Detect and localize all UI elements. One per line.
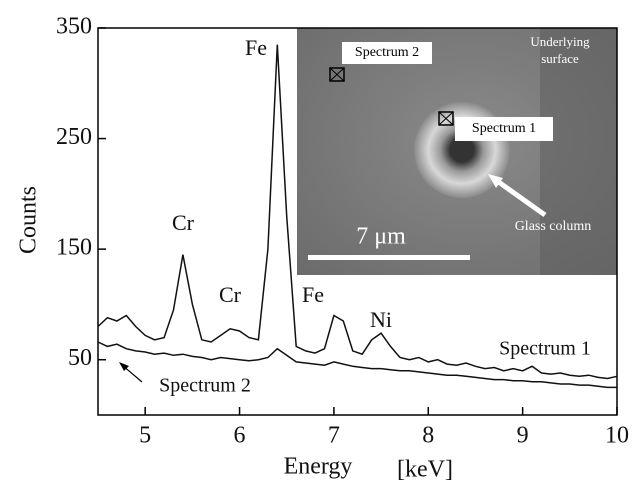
y-tick-label: 350 — [56, 14, 92, 40]
x-tick-label: 9 — [517, 423, 529, 449]
y-tick-label: 250 — [56, 124, 92, 150]
plot-frame — [97, 27, 618, 416]
inset-label: 7 μm — [356, 224, 406, 250]
arrow-head — [488, 174, 503, 188]
marker-cross — [329, 67, 345, 82]
peak-label: Cr — [219, 282, 242, 307]
label-box — [455, 117, 553, 141]
x-tick-label: 6 — [234, 423, 246, 449]
y-tick-label: 50 — [68, 345, 92, 371]
series-label: Spectrum 1 — [499, 338, 591, 360]
x-tick-label: 10 — [605, 423, 629, 449]
x-axis-label: Energy — [284, 454, 353, 480]
label-box — [342, 42, 432, 64]
inset-label: Underlying — [530, 34, 590, 49]
peak-label: Fe — [302, 282, 324, 307]
marker-cross — [438, 111, 454, 126]
y-tick-label: 150 — [56, 235, 92, 261]
peak-label: Ni — [370, 307, 392, 332]
series-label: Spectrum 2 — [159, 375, 251, 397]
pointer-head — [119, 362, 129, 371]
inset-label: Spectrum 1 — [472, 121, 536, 136]
arrow — [491, 175, 547, 218]
scale-bar — [308, 255, 470, 260]
inset-label: Spectrum 2 — [355, 45, 419, 60]
inset-label: surface — [541, 51, 579, 66]
shadow — [540, 28, 617, 275]
peak-label: Cr — [172, 210, 195, 235]
peak-label: Fe — [245, 35, 267, 60]
x-tick-label: 8 — [422, 423, 434, 449]
y-axis-label: Counts — [16, 186, 42, 254]
inset-label: Glass column — [515, 219, 592, 234]
inset-image — [297, 28, 617, 275]
x-tick-label: 5 — [139, 423, 151, 449]
x-axis-unit: [keV] — [397, 457, 453, 483]
marker — [329, 67, 345, 82]
series-line — [97, 44, 618, 380]
series-line — [97, 341, 617, 389]
marker — [438, 111, 454, 126]
x-tick-label: 7 — [328, 423, 340, 449]
